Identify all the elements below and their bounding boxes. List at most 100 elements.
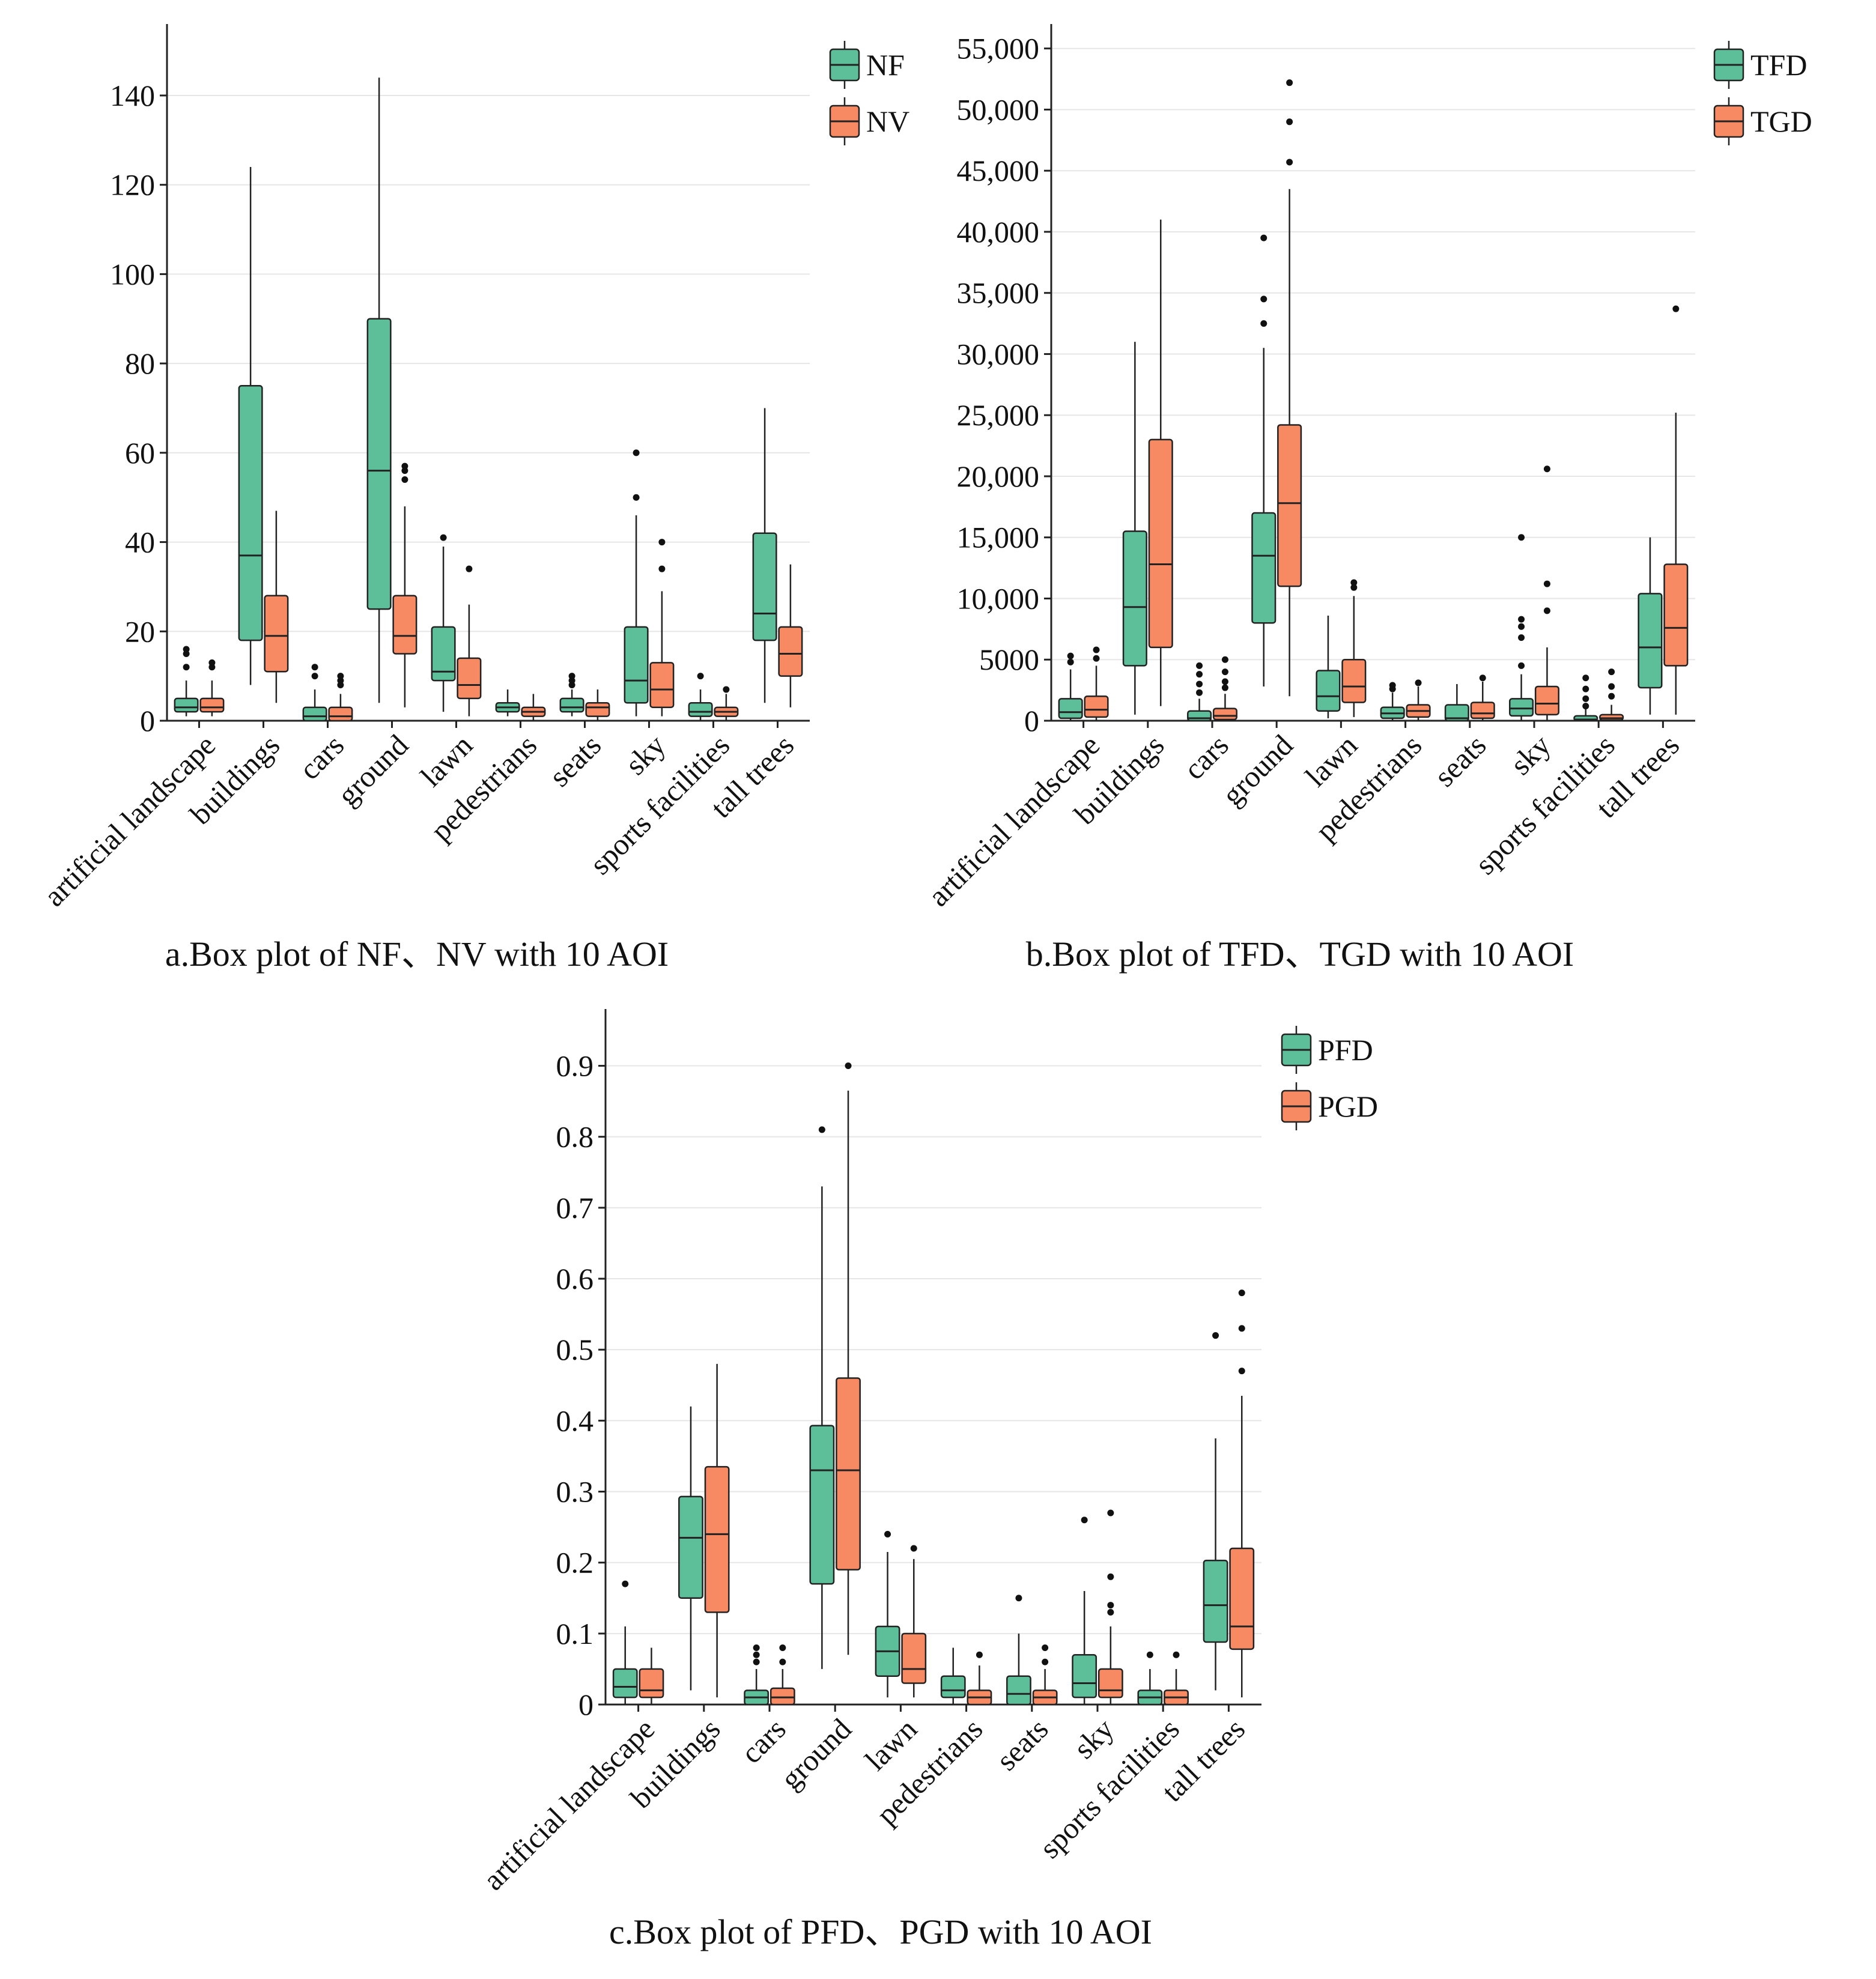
outlier-point xyxy=(1518,616,1525,623)
y-tick-label: 0 xyxy=(140,704,155,738)
box-PGD-seats xyxy=(1032,1644,1058,1706)
box-NV-sports-facilities xyxy=(714,686,739,721)
outlier-point xyxy=(1543,607,1550,614)
outlier-point xyxy=(845,1062,852,1070)
legend-entry-TGD: TGD xyxy=(1713,97,1812,145)
box-NF-sports-facilities xyxy=(688,673,713,721)
x-tick-label: seats xyxy=(1427,728,1492,793)
outlier-point xyxy=(976,1651,983,1658)
box-iqr xyxy=(559,697,584,713)
chart-panel-2: 0 5000 10,000 15,000 20,000 25,000 30,000 35,00… xyxy=(921,24,1812,974)
y-tick-label: 10,000 xyxy=(957,581,1040,615)
box-TGD-pedestrians xyxy=(1406,679,1431,721)
outlier-point xyxy=(1093,646,1100,653)
box-PGD-ground xyxy=(836,1062,861,1655)
box-PGD-tall-trees xyxy=(1229,1290,1255,1698)
box-iqr xyxy=(770,1687,795,1706)
legend-label: NF xyxy=(866,48,905,82)
outlier-point xyxy=(1543,465,1550,473)
box-iqr xyxy=(585,702,610,717)
box-PGD-cars xyxy=(770,1644,795,1706)
outlier-point xyxy=(1042,1644,1049,1651)
y-tick-label: 0.9 xyxy=(556,1049,594,1083)
legend-entry-NF: NF xyxy=(829,41,905,89)
box-TFD-seats xyxy=(1444,683,1469,722)
outlier-point xyxy=(1221,656,1228,663)
outlier-point xyxy=(910,1545,917,1552)
outlier-point xyxy=(1107,1602,1114,1609)
box-NF-buildings xyxy=(238,166,263,685)
box-iqr xyxy=(1187,710,1212,722)
box-iqr xyxy=(752,532,777,641)
box-iqr xyxy=(778,626,803,677)
y-tick-label: 0.8 xyxy=(556,1120,594,1154)
outlier-point xyxy=(1260,234,1267,241)
outlier-point xyxy=(1286,118,1293,126)
box-NF-ground xyxy=(366,77,392,703)
y-tick-label: 0.6 xyxy=(556,1262,594,1296)
outlier-point xyxy=(697,673,704,680)
box-PFD-cars xyxy=(744,1644,770,1706)
y-tick-label: 20,000 xyxy=(957,459,1040,493)
box-PGD-sky xyxy=(1097,1509,1123,1705)
box-iqr xyxy=(1058,698,1083,720)
y-tick-label: 0.5 xyxy=(556,1333,594,1366)
outlier-point xyxy=(1238,1290,1245,1297)
y-tick-label: 0.2 xyxy=(556,1546,594,1580)
x-tick-label: artificial landscape xyxy=(921,728,1106,913)
outlier-point xyxy=(1107,1608,1114,1616)
box-NF-artificial-landscape xyxy=(174,646,199,717)
box-TGD-artificial-landscape xyxy=(1084,646,1109,721)
box-iqr xyxy=(302,706,327,722)
box-PFD-seats xyxy=(1006,1595,1031,1706)
outlier-point xyxy=(1196,689,1203,696)
box-iqr xyxy=(264,595,289,673)
outlier-point xyxy=(1196,662,1203,669)
outlier-point xyxy=(1196,680,1203,688)
y-tick-label: 0.3 xyxy=(556,1475,594,1509)
box-NV-artificial-landscape xyxy=(199,659,225,717)
box-TFD-artificial-landscape xyxy=(1058,652,1083,721)
outlier-point xyxy=(337,673,344,680)
box-TFD-lawn xyxy=(1316,615,1341,718)
box-NF-seats xyxy=(559,673,584,717)
outlier-point xyxy=(622,1580,629,1587)
outlier-point xyxy=(1221,684,1228,691)
outlier-point xyxy=(1608,692,1615,700)
outlier-point xyxy=(1479,674,1486,682)
outlier-point xyxy=(1260,295,1267,303)
box-iqr xyxy=(704,1465,730,1613)
box-TGD-sky xyxy=(1534,465,1559,721)
box-iqr xyxy=(1534,685,1559,716)
box-iqr xyxy=(1277,424,1302,587)
outlier-point xyxy=(753,1651,760,1658)
box-iqr xyxy=(1341,658,1367,703)
y-tick-label: 0.7 xyxy=(556,1191,594,1225)
outlier-point xyxy=(633,449,640,456)
x-tick-label: sky xyxy=(619,728,672,781)
box-NF-sky xyxy=(624,449,649,717)
box-PFD-pedestrians xyxy=(940,1647,966,1705)
box-PGD-lawn xyxy=(901,1545,927,1698)
box-NF-pedestrians xyxy=(495,689,520,717)
outlier-point xyxy=(183,664,190,671)
outlier-point xyxy=(1350,579,1358,586)
box-PGD-artificial-landscape xyxy=(639,1647,664,1705)
outlier-point xyxy=(1146,1651,1153,1658)
x-tick-label: artificial landscape xyxy=(476,1712,661,1897)
x-tick-label: seats xyxy=(542,728,607,793)
box-PGD-buildings xyxy=(704,1363,730,1698)
legend-label: TFD xyxy=(1750,48,1807,82)
x-tick-label: ground xyxy=(774,1712,858,1796)
box-iqr xyxy=(199,697,225,713)
box-NV-tall-trees xyxy=(778,564,803,708)
outlier-point xyxy=(1196,671,1203,678)
outlier-point xyxy=(1221,668,1228,676)
box-iqr xyxy=(688,702,713,717)
outlier-point xyxy=(1173,1651,1180,1658)
box-iqr xyxy=(612,1668,638,1699)
box-TGD-sports-facilities xyxy=(1599,668,1624,721)
box-NV-lawn xyxy=(457,565,482,717)
outlier-point xyxy=(1389,682,1396,689)
